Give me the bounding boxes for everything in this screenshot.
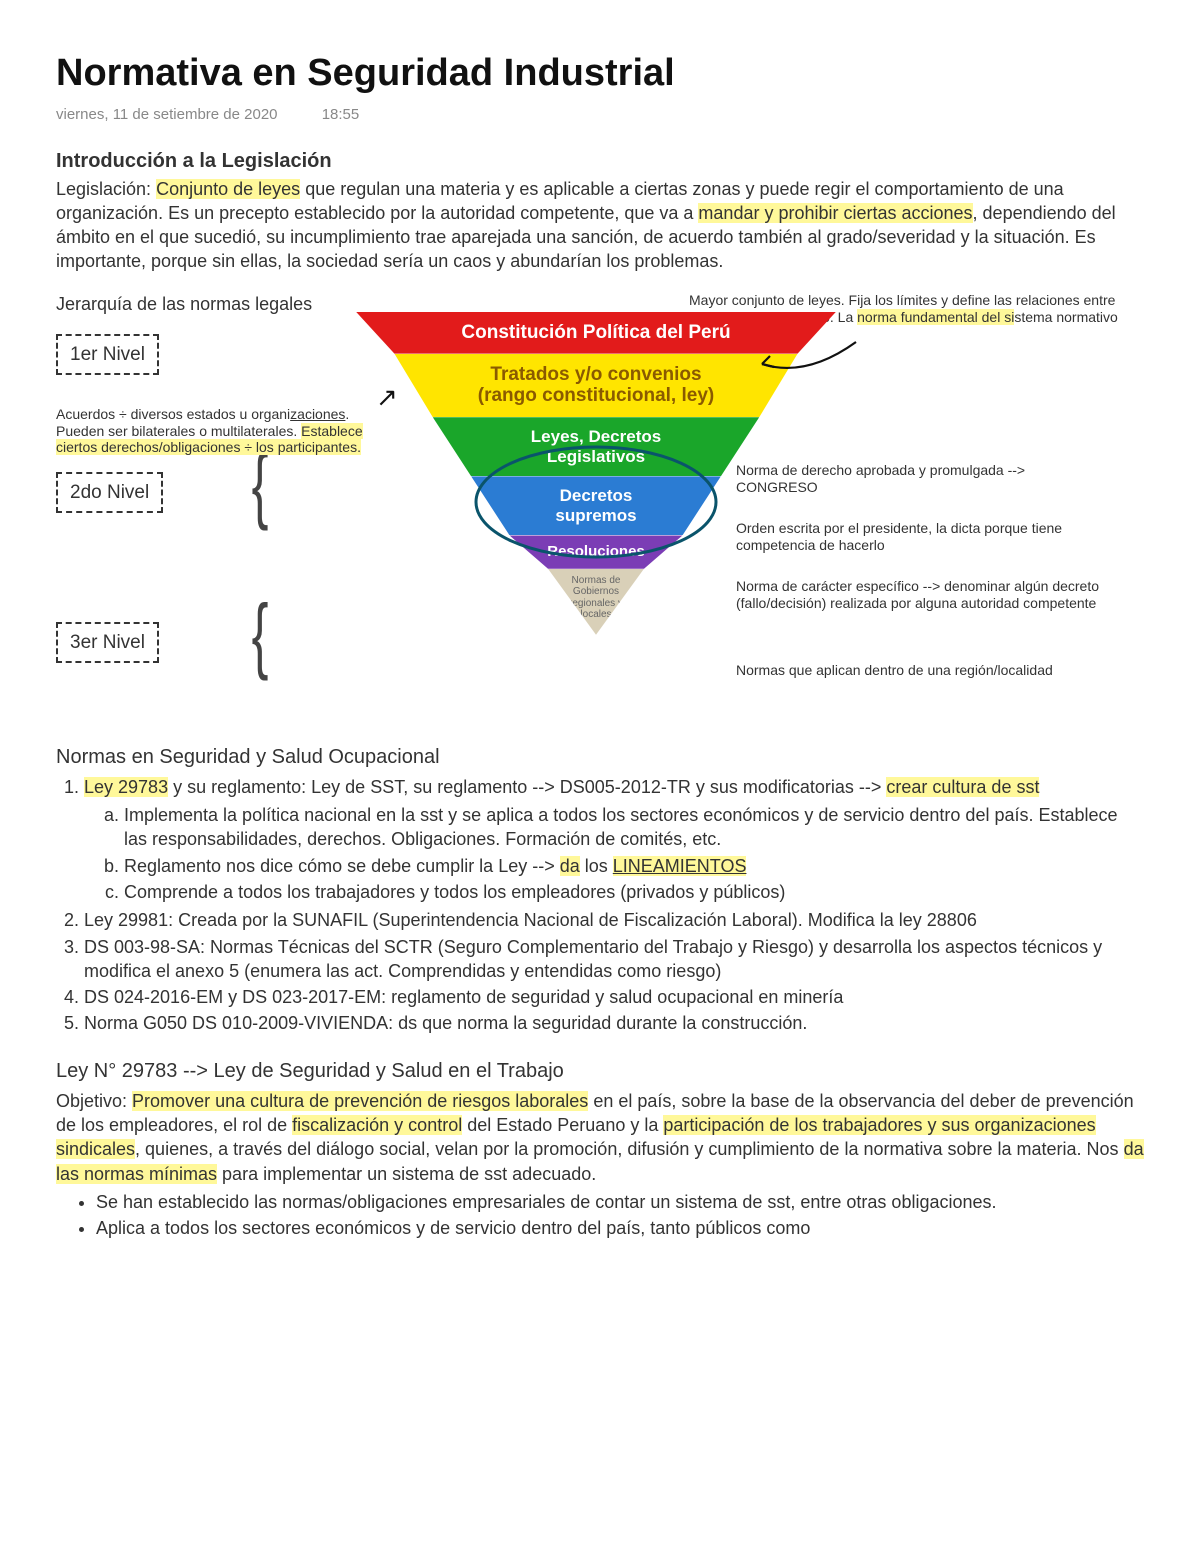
curved-arrow bbox=[756, 338, 866, 388]
norma-1: Ley 29783 y su reglamento: Ley de SST, s… bbox=[84, 775, 1144, 904]
norma-4: DS 024-2016-EM y DS 023-2017-EM: reglame… bbox=[84, 985, 1144, 1009]
level-3-box: 3er Nivel bbox=[56, 622, 159, 664]
meta-time: 18:55 bbox=[322, 106, 360, 123]
annot-tratados: Acuerdos ÷ diversos estados u organizaci… bbox=[56, 406, 396, 456]
norma-1b: Reglamento nos dice cómo se debe cumplir… bbox=[124, 854, 1144, 878]
level-2-box: 2do Nivel bbox=[56, 472, 163, 514]
norma-1c: Comprende a todos los trabajadores y tod… bbox=[124, 880, 1144, 904]
ley-heading: Ley N° 29783 --> Ley de Seguridad y Salu… bbox=[56, 1058, 1144, 1085]
intro-heading: Introducción a la Legislación bbox=[56, 148, 1144, 175]
norma-3: DS 003-98-SA: Normas Técnicas del SCTR (… bbox=[84, 935, 1144, 984]
annot-leyes: Norma de derecho aprobada y promulgada -… bbox=[736, 462, 1076, 496]
normas-heading: Normas en Seguridad y Salud Ocupacional bbox=[56, 744, 1144, 771]
ley-paragraph: Objetivo: Promover una cultura de preven… bbox=[56, 1089, 1144, 1186]
brace-3: { bbox=[252, 592, 269, 676]
hierarchy-diagram: Jerarquía de las normas legales Mayor co… bbox=[56, 292, 1144, 722]
page-meta: viernes, 11 de setiembre de 2020 18:55 bbox=[56, 105, 1144, 125]
annot-decretos: Orden escrita por el presidente, la dict… bbox=[736, 520, 1116, 554]
norma-1a: Implementa la política nacional en la ss… bbox=[124, 803, 1144, 852]
level-1-box: 1er Nivel bbox=[56, 334, 159, 376]
annot-resoluciones: Norma de carácter específico --> denomin… bbox=[736, 578, 1136, 612]
annot-locales: Normas que aplican dentro de una región/… bbox=[736, 662, 1136, 679]
ley-b2: Aplica a todos los sectores económicos y… bbox=[96, 1216, 1144, 1240]
meta-date: viernes, 11 de setiembre de 2020 bbox=[56, 106, 278, 123]
ley-bullets: Se han establecido las normas/obligacion… bbox=[96, 1190, 1144, 1241]
ley-b1: Se han establecido las normas/obligacion… bbox=[96, 1190, 1144, 1214]
diagram-title: Jerarquía de las normas legales bbox=[56, 292, 312, 316]
intro-paragraph: Legislación: Conjunto de leyes que regul… bbox=[56, 177, 1144, 274]
scribble-circle bbox=[456, 432, 736, 572]
page-title: Normativa en Seguridad Industrial bbox=[56, 48, 1144, 99]
normas-list: Ley 29783 y su reglamento: Ley de SST, s… bbox=[84, 775, 1144, 1036]
norma-2: Ley 29981: Creada por la SUNAFIL (Superi… bbox=[84, 908, 1144, 932]
norma-5: Norma G050 DS 010-2009-VIVIENDA: ds que … bbox=[84, 1011, 1144, 1035]
